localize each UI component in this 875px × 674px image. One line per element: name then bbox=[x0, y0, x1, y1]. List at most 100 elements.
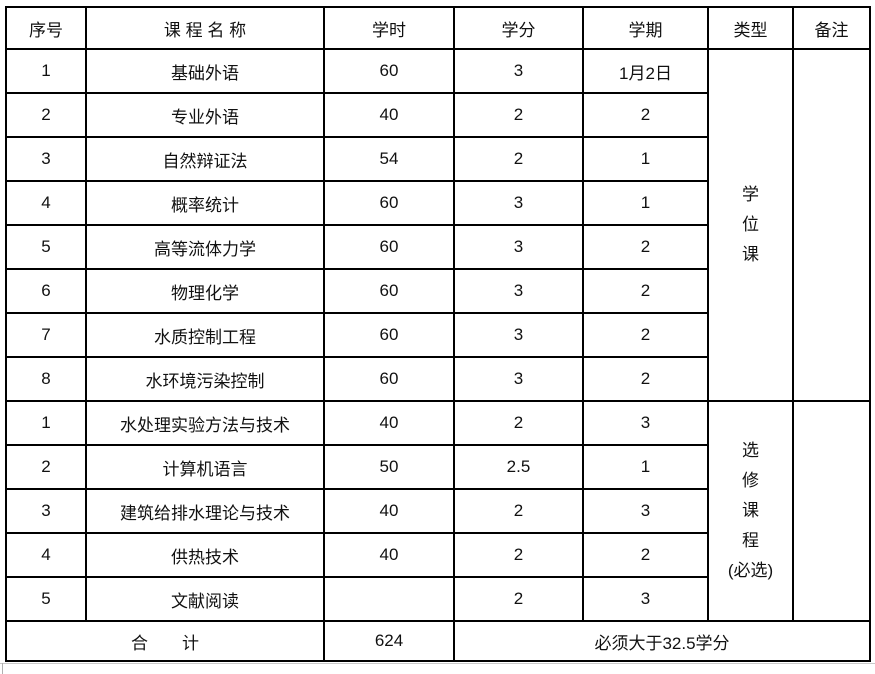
curriculum-table: 序号 课 程 名 称 学时 学分 学期 类型 备注 1 基础外语 60 3 1月2日学位… bbox=[5, 6, 871, 662]
course-name-cell: 建筑给排水理论与技术 bbox=[85, 488, 325, 534]
total-note: 必须大于32.5学分 bbox=[453, 620, 871, 662]
row-no-cell: 1 bbox=[5, 400, 87, 446]
type-label-line: (必选) bbox=[727, 561, 774, 580]
course-name-cell: 供热技术 bbox=[85, 532, 325, 578]
row-no-cell: 5 bbox=[5, 224, 87, 270]
course-credits-cell: 2 bbox=[453, 136, 584, 182]
table-row: 3 建筑给排水理论与技术 40 2 3 bbox=[5, 488, 870, 534]
course-name-cell: 基础外语 bbox=[85, 48, 325, 94]
course-credits-cell: 2 bbox=[453, 576, 584, 622]
course-credits-cell: 3 bbox=[453, 268, 584, 314]
course-name-cell: 水质控制工程 bbox=[85, 312, 325, 358]
course-hours-cell: 40 bbox=[323, 400, 455, 446]
table-row: 1 基础外语 60 3 1月2日学位课 bbox=[5, 48, 871, 402]
row-no-cell: 2 bbox=[5, 444, 87, 490]
course-hours-cell: 40 bbox=[323, 532, 455, 578]
type-label-line: 课 bbox=[742, 245, 759, 264]
course-hours-cell: 60 bbox=[323, 356, 455, 402]
course-name-cell: 水环境污染控制 bbox=[85, 356, 325, 402]
header-course: 课 程 名 称 bbox=[85, 6, 325, 50]
remark-cell bbox=[792, 400, 871, 622]
row-no-cell: 3 bbox=[5, 136, 87, 182]
total-label: 合 计 bbox=[5, 620, 325, 662]
course-credits-cell: 3 bbox=[453, 180, 584, 226]
table-row: 3 自然辩证法 54 2 1 bbox=[5, 136, 870, 182]
course-name-cell: 专业外语 bbox=[85, 92, 325, 138]
course-hours-cell: 60 bbox=[323, 312, 455, 358]
course-semester-cell: 2 bbox=[582, 312, 709, 358]
course-hours-cell: 54 bbox=[323, 136, 455, 182]
elective-course-type-cell: 选修课程 (必选) bbox=[707, 400, 794, 622]
course-semester-cell: 1 bbox=[582, 180, 709, 226]
remark-cell bbox=[792, 48, 871, 402]
partial-gridline-vertical bbox=[2, 663, 3, 674]
table-row: 7 水质控制工程 60 3 2 bbox=[5, 312, 870, 358]
row-no-cell: 1 bbox=[5, 48, 87, 94]
table-row: 8 水环境污染控制 60 3 2 bbox=[5, 356, 870, 402]
course-semester-cell: 1 bbox=[582, 136, 709, 182]
course-semester-cell: 2 bbox=[582, 224, 709, 270]
table-row: 5 高等流体力学 60 3 2 bbox=[5, 224, 870, 270]
course-semester-cell: 3 bbox=[582, 576, 709, 622]
course-credits-cell: 2.5 bbox=[453, 444, 584, 490]
course-semester-cell: 1 bbox=[582, 444, 709, 490]
header-remark: 备注 bbox=[792, 6, 871, 50]
course-name-cell: 物理化学 bbox=[85, 268, 325, 314]
course-credits-cell: 2 bbox=[453, 92, 584, 138]
course-semester-cell: 3 bbox=[582, 400, 709, 446]
course-hours-cell: 40 bbox=[323, 488, 455, 534]
type-label-line: 位 bbox=[742, 215, 759, 234]
header-hours: 学时 bbox=[323, 6, 455, 50]
course-hours-cell: 60 bbox=[323, 48, 455, 94]
course-semester-cell: 2 bbox=[582, 92, 709, 138]
course-credits-cell: 3 bbox=[453, 224, 584, 270]
course-name-cell: 概率统计 bbox=[85, 180, 325, 226]
course-semester-cell: 2 bbox=[582, 356, 709, 402]
header-type: 类型 bbox=[707, 6, 794, 50]
course-hours-cell: 50 bbox=[323, 444, 455, 490]
type-label-line: 修 bbox=[742, 471, 759, 490]
header-row: 序号 课 程 名 称 学时 学分 学期 类型 备注 bbox=[5, 6, 871, 50]
row-no-cell: 7 bbox=[5, 312, 87, 358]
row-no-cell: 3 bbox=[5, 488, 87, 534]
course-name-cell: 水处理实验方法与技术 bbox=[85, 400, 325, 446]
table-row: 1 水处理实验方法与技术 40 2 3 选修课程 (必选) bbox=[5, 400, 871, 622]
course-hours-cell: 60 bbox=[323, 268, 455, 314]
course-hours-cell: 60 bbox=[323, 180, 455, 226]
type-label-line: 选 bbox=[742, 441, 759, 460]
total-hours: 624 bbox=[323, 620, 455, 662]
course-name-cell: 计算机语言 bbox=[85, 444, 325, 490]
course-name-cell: 高等流体力学 bbox=[85, 224, 325, 270]
row-no-cell: 2 bbox=[5, 92, 87, 138]
row-no-cell: 4 bbox=[5, 180, 87, 226]
header-credits: 学分 bbox=[453, 6, 584, 50]
course-hours-cell bbox=[323, 576, 455, 622]
course-hours-cell: 60 bbox=[323, 224, 455, 270]
course-semester-cell: 2 bbox=[582, 268, 709, 314]
course-credits-cell: 3 bbox=[453, 356, 584, 402]
course-credits-cell: 2 bbox=[453, 488, 584, 534]
table-row: 4 概率统计 60 3 1 bbox=[5, 180, 870, 226]
course-name-cell: 文献阅读 bbox=[85, 576, 325, 622]
header-semester: 学期 bbox=[582, 6, 709, 50]
type-label-line: 课 bbox=[742, 501, 759, 520]
course-name-cell: 自然辩证法 bbox=[85, 136, 325, 182]
type-label-line: 程 bbox=[742, 531, 759, 550]
course-credits-cell: 3 bbox=[453, 312, 584, 358]
course-hours-cell: 40 bbox=[323, 92, 455, 138]
type-label-line: 学 bbox=[742, 185, 759, 204]
row-no-cell: 6 bbox=[5, 268, 87, 314]
course-semester-cell: 1月2日 bbox=[582, 48, 709, 94]
course-semester-cell: 2 bbox=[582, 532, 709, 578]
course-semester-cell: 3 bbox=[582, 488, 709, 534]
table-row: 2 专业外语 40 2 2 bbox=[5, 92, 870, 138]
degree-course-type-cell: 学位课 bbox=[707, 48, 794, 402]
course-credits-cell: 3 bbox=[453, 48, 584, 94]
row-no-cell: 5 bbox=[5, 576, 87, 622]
row-no-cell: 4 bbox=[5, 532, 87, 578]
table-row: 6 物理化学 60 3 2 bbox=[5, 268, 870, 314]
row-no-cell: 8 bbox=[5, 356, 87, 402]
table-row: 5 文献阅读 2 3 bbox=[5, 576, 870, 622]
total-row: 合 计 624 必须大于32.5学分 bbox=[5, 620, 871, 662]
table-row: 2 计算机语言 50 2.5 1 bbox=[5, 444, 870, 490]
